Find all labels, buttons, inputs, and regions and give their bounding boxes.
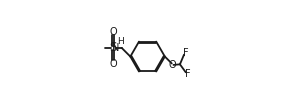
Text: N: N bbox=[111, 43, 119, 53]
Text: F: F bbox=[183, 48, 188, 58]
Text: F: F bbox=[185, 69, 190, 79]
Text: S: S bbox=[109, 41, 117, 54]
Text: O: O bbox=[169, 60, 176, 70]
Text: H: H bbox=[118, 37, 124, 46]
Text: O: O bbox=[109, 59, 117, 69]
Text: O: O bbox=[109, 27, 117, 37]
